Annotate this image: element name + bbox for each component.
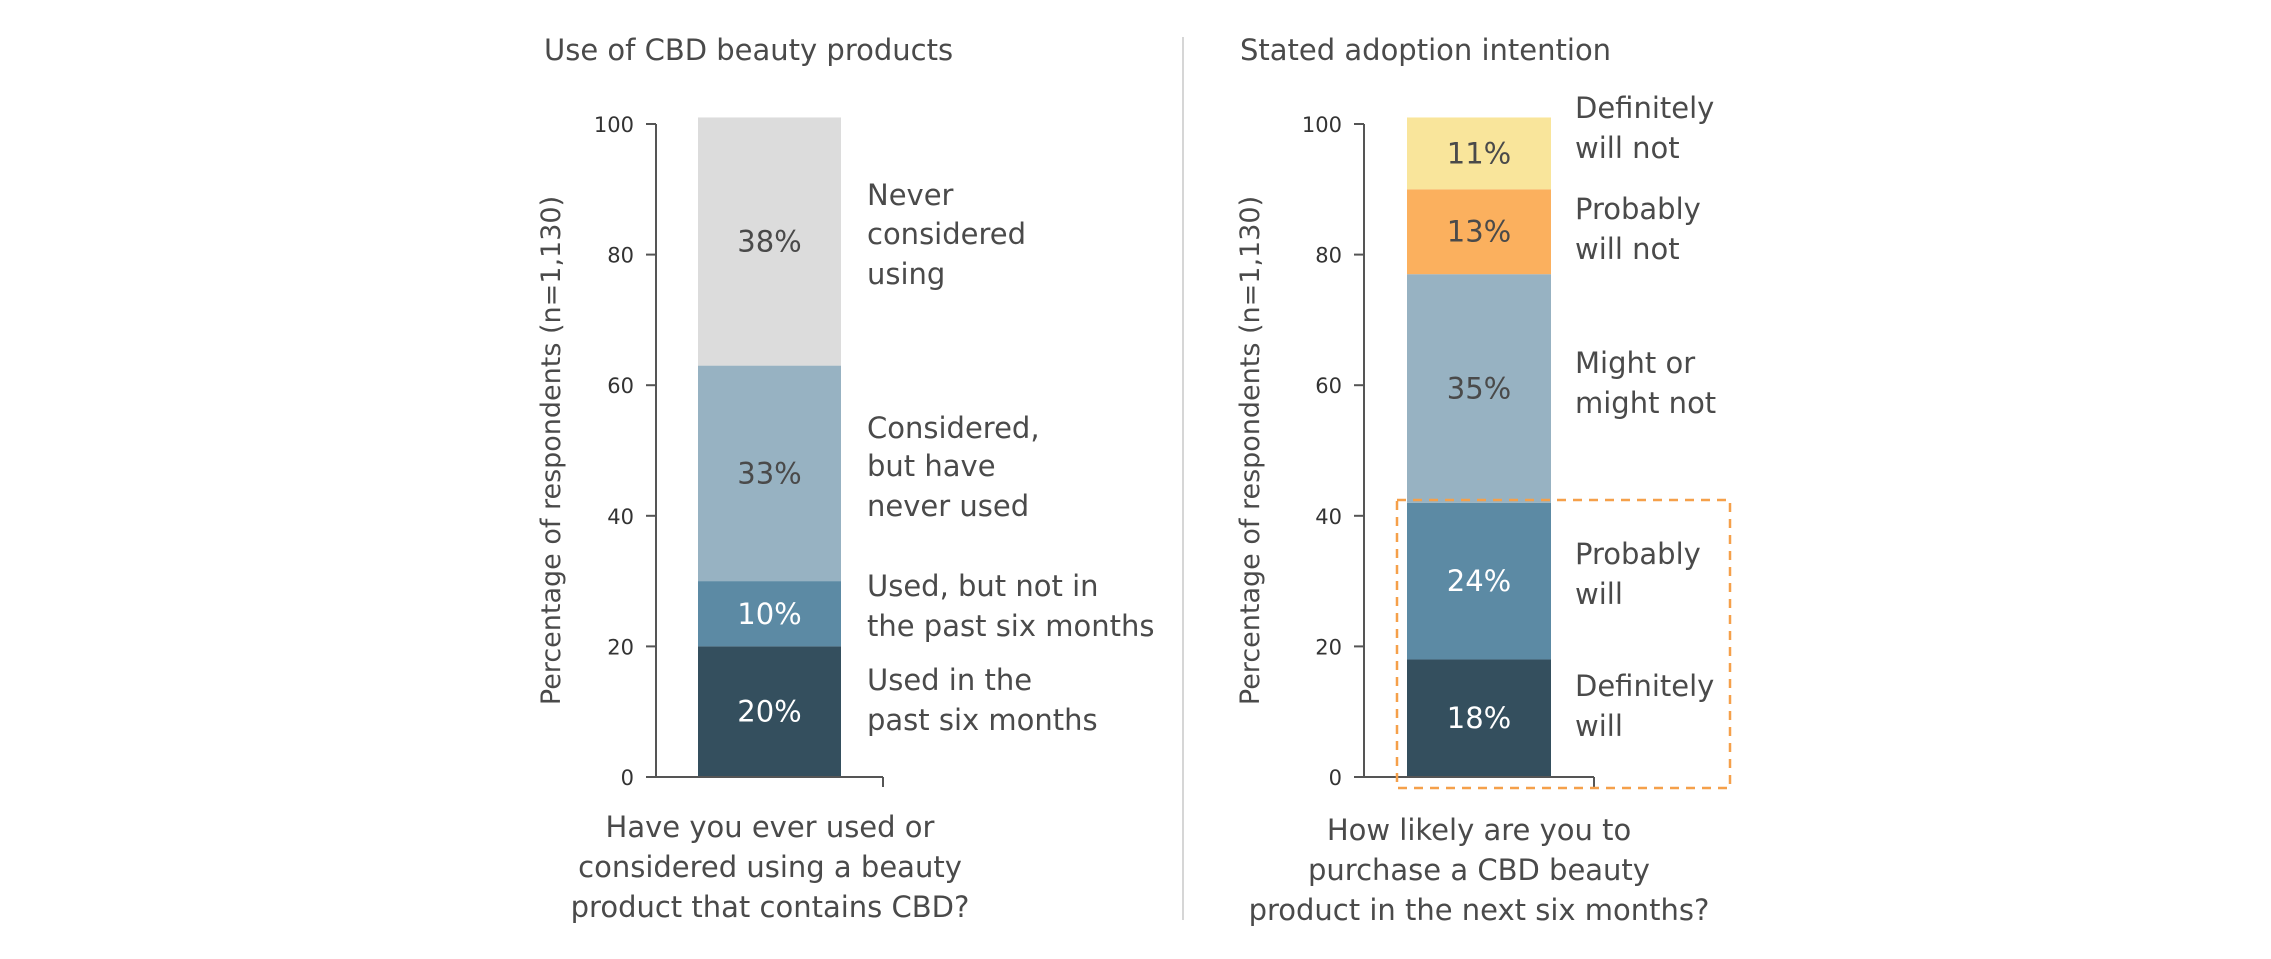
bar-segment-right-2	[1407, 274, 1551, 503]
y-tick-label-left-1: 20	[607, 635, 634, 659]
y-tick-label-right-0: 0	[1329, 766, 1342, 790]
segment-label-right-4-line-1: will not	[1575, 131, 1680, 165]
chart-title-left: Use of CBD beauty products	[544, 33, 953, 67]
segment-label-right-3-line-1: will not	[1575, 232, 1680, 266]
segment-label-left-2-line-0: Considered,	[867, 411, 1040, 445]
segment-label-right-1-line-0: Probably	[1575, 537, 1701, 571]
segment-label-right-0-line-1: will	[1575, 709, 1623, 743]
segment-label-right-1-line-1: will	[1575, 577, 1623, 611]
x-axis-label-right-line-2: product in the next six months?	[1249, 893, 1710, 927]
x-axis-label-left-line-1: considered using a beauty	[578, 850, 962, 884]
y-tick-label-right-2: 40	[1315, 505, 1342, 529]
bar-segment-right-1	[1407, 502, 1551, 660]
data-label-right-1: 24%	[1447, 564, 1511, 598]
data-label-left-3: 38%	[737, 225, 801, 259]
segment-label-left-0-line-1: past six months	[867, 703, 1098, 737]
data-label-left-2: 33%	[737, 456, 801, 490]
bar-segment-right-4	[1407, 117, 1551, 190]
highlight-box-right	[1395, 498, 1732, 790]
segment-label-left-3-line-2: using	[867, 257, 945, 291]
x-axis-label-right-line-1: purchase a CBD beauty	[1308, 853, 1650, 887]
x-axis-label-left-line-2: product that contains CBD?	[571, 890, 970, 924]
segment-label-left-3-line-0: Never	[867, 178, 954, 212]
x-axis-label-right-line-0: How likely are you to	[1327, 813, 1631, 847]
segment-label-left-1-line-1: the past six months	[867, 609, 1154, 643]
y-tick-label-right-5: 100	[1302, 113, 1342, 137]
y-tick-label-right-1: 20	[1315, 635, 1342, 659]
segment-label-left-2-line-2: never used	[867, 489, 1029, 523]
y-tick-label-left-2: 40	[607, 505, 634, 529]
chart-title-right: Stated adoption intention	[1240, 33, 1611, 67]
segment-label-left-0-line-0: Used in the	[867, 663, 1032, 697]
data-label-left-0: 20%	[737, 695, 801, 729]
y-axis-label-right: Percentage of respondents (n=1,130)	[1235, 196, 1266, 705]
segment-label-left-2-line-1: but have	[867, 449, 996, 483]
y-axis-label-left: Percentage of respondents (n=1,130)	[536, 196, 567, 705]
bar-segment-left-0	[698, 646, 841, 777]
x-axis-label-left-line-0: Have you ever used or	[606, 810, 935, 844]
bar-segment-left-1	[698, 581, 841, 647]
y-tick-label-left-5: 100	[594, 113, 634, 137]
bar-segment-right-3	[1407, 189, 1551, 275]
y-tick-label-right-4: 80	[1315, 244, 1342, 268]
data-label-right-3: 13%	[1447, 215, 1511, 249]
segment-label-right-2-line-1: might not	[1575, 386, 1716, 420]
y-tick-label-left-0: 0	[621, 766, 634, 790]
bar-segment-left-3	[698, 117, 841, 366]
segment-label-right-3-line-0: Probably	[1575, 192, 1701, 226]
y-tick-label-left-4: 80	[607, 244, 634, 268]
segment-label-right-2-line-0: Might or	[1575, 346, 1695, 380]
segment-label-left-1-line-0: Used, but not in	[867, 569, 1099, 603]
data-label-right-2: 35%	[1447, 371, 1511, 405]
y-tick-label-left-3: 60	[607, 374, 634, 398]
data-label-right-4: 11%	[1447, 136, 1511, 170]
bar-segment-right-0	[1407, 659, 1551, 777]
data-label-right-0: 18%	[1447, 701, 1511, 735]
y-tick-label-right-3: 60	[1315, 374, 1342, 398]
bar-segment-left-2	[698, 365, 841, 582]
segment-label-right-0-line-0: Definitely	[1575, 669, 1714, 703]
segment-label-right-4-line-0: Definitely	[1575, 91, 1714, 125]
segment-label-left-3-line-1: considered	[867, 217, 1026, 251]
data-label-left-1: 10%	[737, 597, 801, 631]
